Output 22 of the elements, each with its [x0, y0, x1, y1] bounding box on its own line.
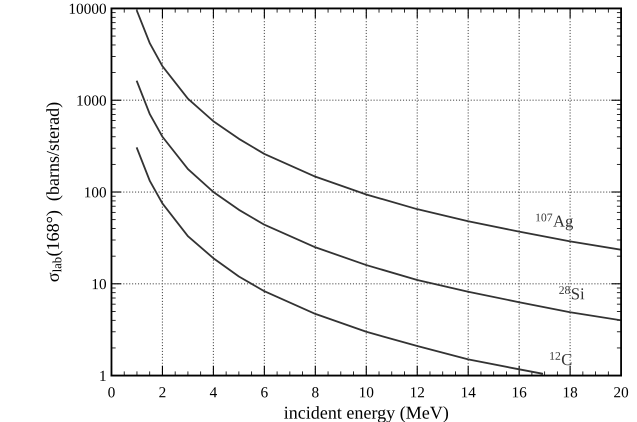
- x-tick-label: 6: [261, 387, 268, 398]
- x-tick-label: 10: [360, 387, 374, 398]
- x-tick-label: 0: [108, 387, 115, 398]
- x-tick-label: 16: [512, 387, 526, 398]
- x-tick-label: 14: [462, 387, 476, 398]
- series-label: $^{12}$C: [550, 352, 572, 366]
- y-axis-title: σ$_{lab}$(168°) (barns/sterad): [46, 102, 63, 282]
- x-tick-label: 18: [564, 387, 578, 398]
- y-tick-label: 10000: [70, 4, 106, 14]
- line-series: [136, 10, 622, 251]
- y-tick-label: 100: [85, 187, 106, 198]
- y-tick-label: 1000: [77, 95, 106, 106]
- y-tick-label: 10: [92, 278, 106, 290]
- series-label: $^{28}$Si: [559, 286, 584, 300]
- x-tick-label: 12: [410, 387, 424, 398]
- x-tick-label: 4: [210, 387, 217, 398]
- series-label: $^{107}$Ag: [536, 214, 574, 230]
- x-tick-label: 8: [312, 387, 319, 398]
- line-series: [136, 80, 622, 322]
- y-tick-label: 1: [100, 370, 106, 381]
- x-tick-label: 2: [159, 387, 166, 398]
- x-tick-label: 20: [614, 387, 628, 398]
